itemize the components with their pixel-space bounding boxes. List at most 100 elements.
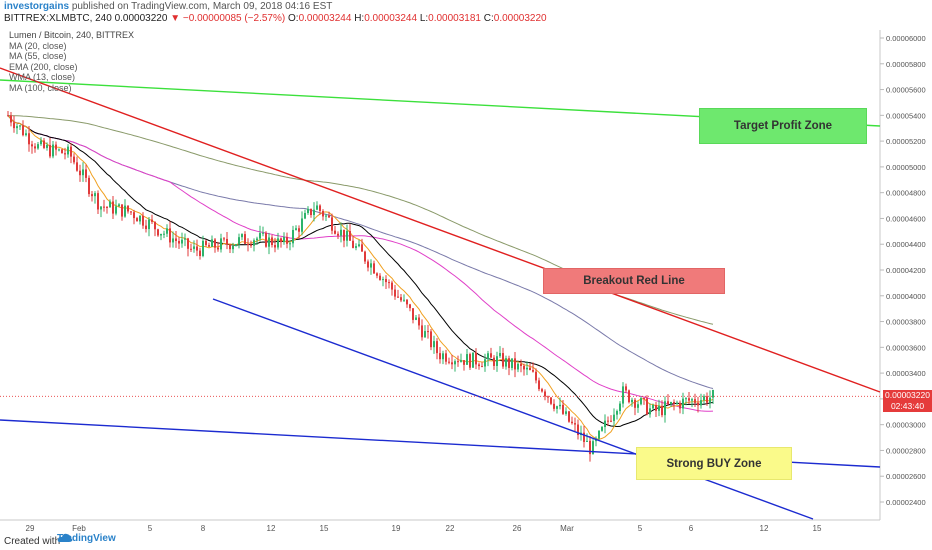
y-tick-label: 0.00005800 [886, 60, 926, 69]
candle-body [586, 440, 588, 442]
candle-body [532, 369, 534, 372]
candle-body [607, 420, 609, 422]
candle-body [658, 405, 660, 411]
candle-body [334, 230, 336, 234]
candle-body [706, 396, 708, 403]
y-tick-label: 0.00004600 [886, 214, 926, 223]
legend-ma55[interactable]: MA (55, close) [9, 51, 67, 61]
candle-body [448, 361, 450, 363]
candle-body [601, 427, 603, 431]
candle-body [640, 398, 642, 405]
candle-body [496, 356, 498, 366]
candle-body [313, 209, 315, 216]
candle-body [85, 169, 87, 178]
y-tick-label: 0.00005200 [886, 137, 926, 146]
high-label: H: [354, 13, 365, 24]
candle-body [61, 149, 63, 154]
candle-body [457, 361, 459, 363]
legend-ma100[interactable]: MA (100, close) [9, 82, 72, 93]
candle-body [709, 397, 711, 403]
candle-body [88, 177, 90, 195]
target-profit-zone[interactable]: Target Profit Zone [699, 108, 867, 144]
candle-body [154, 221, 156, 230]
candle-body [688, 398, 690, 401]
symbol-label: BITTREX:XLMBTC, 240 [4, 13, 112, 24]
candle-body [673, 401, 675, 404]
candle-body [271, 237, 273, 246]
candle-body [619, 403, 621, 412]
strong-buy-zone[interactable]: Strong BUY Zone [636, 447, 792, 480]
candle-body [553, 403, 555, 409]
candle-body [253, 240, 255, 246]
candle-body [631, 399, 633, 403]
candle-body [679, 402, 681, 409]
candle-body [226, 238, 228, 245]
x-tick-label: 5 [638, 524, 643, 533]
y-tick-label: 0.00004800 [886, 189, 926, 198]
last-price-tag: 0.00003220 [883, 390, 932, 401]
tradingview-brand: TradingView [57, 533, 116, 544]
candle-body [181, 239, 183, 244]
candle-body [103, 206, 105, 208]
candle-body [634, 399, 636, 408]
candle-body [223, 238, 225, 240]
author-link[interactable]: investorgains [4, 1, 70, 12]
legend-ema200[interactable]: EMA (200, close) [9, 61, 78, 72]
breakout-red-line-label[interactable]: Breakout Red Line [543, 268, 725, 294]
candle-body [382, 279, 384, 281]
candle-body [613, 414, 615, 421]
candle-body [259, 233, 261, 239]
y-tick-label: 0.00003600 [886, 343, 926, 352]
candle-body [478, 364, 480, 367]
candle-body [493, 357, 495, 366]
candle-body [193, 246, 195, 249]
candle-body [565, 411, 567, 414]
candle-body [670, 401, 672, 405]
candle-body [244, 234, 246, 244]
candle-body [163, 233, 165, 235]
candle-body [97, 193, 99, 210]
candle-body [523, 365, 525, 370]
candle-body [571, 421, 573, 424]
y-tick-label: 0.00003400 [886, 369, 926, 378]
candle-body [73, 156, 75, 163]
candle-body [247, 243, 249, 245]
y-tick-label: 0.00005400 [886, 111, 926, 120]
candle-body [481, 366, 483, 368]
candle-body [343, 229, 345, 241]
candle-body [418, 317, 420, 326]
candle-body [58, 149, 60, 151]
candle-body [316, 205, 318, 210]
candle-body [160, 233, 162, 236]
cloud-icon [57, 533, 73, 542]
x-tick-label: Feb [72, 524, 86, 533]
legend-ma20[interactable]: MA (20, close) [9, 40, 67, 51]
candle-body [346, 231, 348, 241]
candle-body [94, 193, 96, 197]
last-price: 0.00003220 [114, 13, 168, 24]
candle-body [250, 244, 252, 246]
open-label: O: [288, 13, 299, 24]
y-tick-label: 0.00003800 [886, 318, 926, 327]
candle-body [397, 296, 399, 298]
candle-body [487, 353, 489, 360]
candle-body [508, 358, 510, 368]
candle-body [499, 353, 501, 357]
candle-body [484, 359, 486, 367]
candle-body [43, 140, 45, 148]
high-value: 0.00003244 [364, 13, 418, 24]
candle-body [151, 219, 153, 222]
candle-body [664, 401, 666, 416]
y-tick-label: 0.00002400 [886, 498, 926, 507]
candle-body [175, 238, 177, 241]
candle-body [355, 246, 357, 248]
legend-wma13[interactable]: WMA (13, close) [9, 72, 76, 82]
candle-body [406, 299, 408, 305]
candle-body [661, 405, 663, 416]
candle-body [304, 212, 306, 219]
candle-body [364, 251, 366, 262]
candle-body [535, 371, 537, 381]
candle-body [82, 169, 84, 176]
candle-body [64, 153, 66, 155]
tradingview-logo[interactable]: TradingView [57, 533, 116, 544]
